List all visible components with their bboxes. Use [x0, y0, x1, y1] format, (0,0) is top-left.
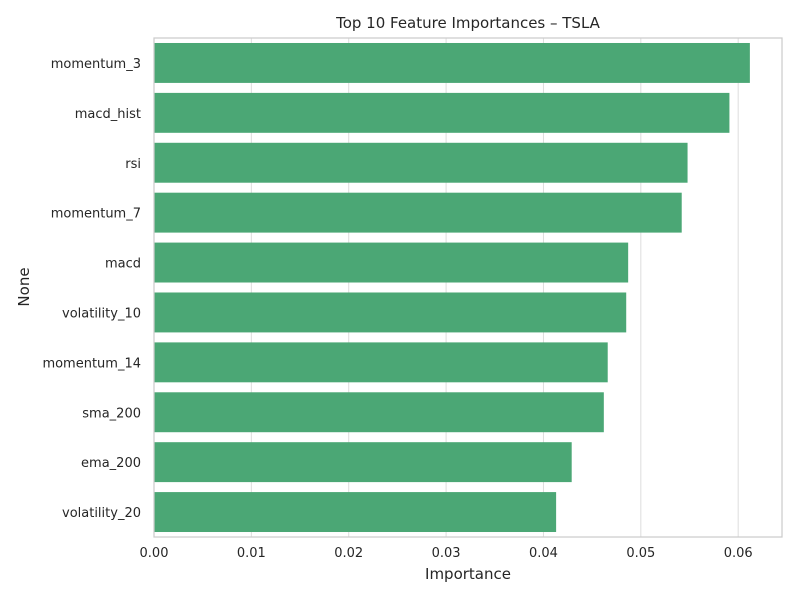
x-axis-label: Importance — [425, 565, 511, 583]
y-category-label: rsi — [125, 157, 141, 172]
bar — [154, 342, 608, 383]
x-tick-label: 0.00 — [140, 546, 169, 561]
bars — [154, 42, 750, 533]
x-tick-label: 0.02 — [334, 546, 363, 561]
bar — [154, 292, 627, 333]
bar — [154, 492, 557, 533]
bar — [154, 242, 629, 283]
y-category-label: volatility_10 — [62, 306, 141, 321]
y-category-label: ema_200 — [81, 456, 141, 471]
y-category-label: sma_200 — [82, 406, 141, 421]
y-category-label: momentum_7 — [51, 207, 141, 222]
bar — [154, 192, 682, 233]
bar — [154, 42, 750, 83]
y-axis-label: None — [15, 267, 33, 306]
plot-frame — [153, 37, 783, 538]
chart-title: Top 10 Feature Importances – TSLA — [335, 14, 601, 32]
y-category-label: macd — [105, 257, 141, 272]
bar — [154, 142, 688, 183]
x-tick-labels: 0.00 0.01 0.02 0.03 0.04 0.05 0.06 — [140, 546, 753, 561]
bar — [154, 442, 572, 483]
x-tick-label: 0.03 — [432, 546, 461, 561]
y-category-label: momentum_14 — [42, 356, 141, 371]
y-category-label: momentum_3 — [51, 57, 141, 72]
bar — [154, 392, 604, 433]
y-category-label: volatility_20 — [62, 506, 141, 521]
bar — [154, 92, 730, 133]
x-tick-label: 0.06 — [724, 546, 753, 561]
x-tick-label: 0.01 — [237, 546, 266, 561]
x-tick-label: 0.04 — [529, 546, 558, 561]
y-category-label: macd_hist — [75, 107, 141, 122]
x-tick-label: 0.05 — [626, 546, 655, 561]
